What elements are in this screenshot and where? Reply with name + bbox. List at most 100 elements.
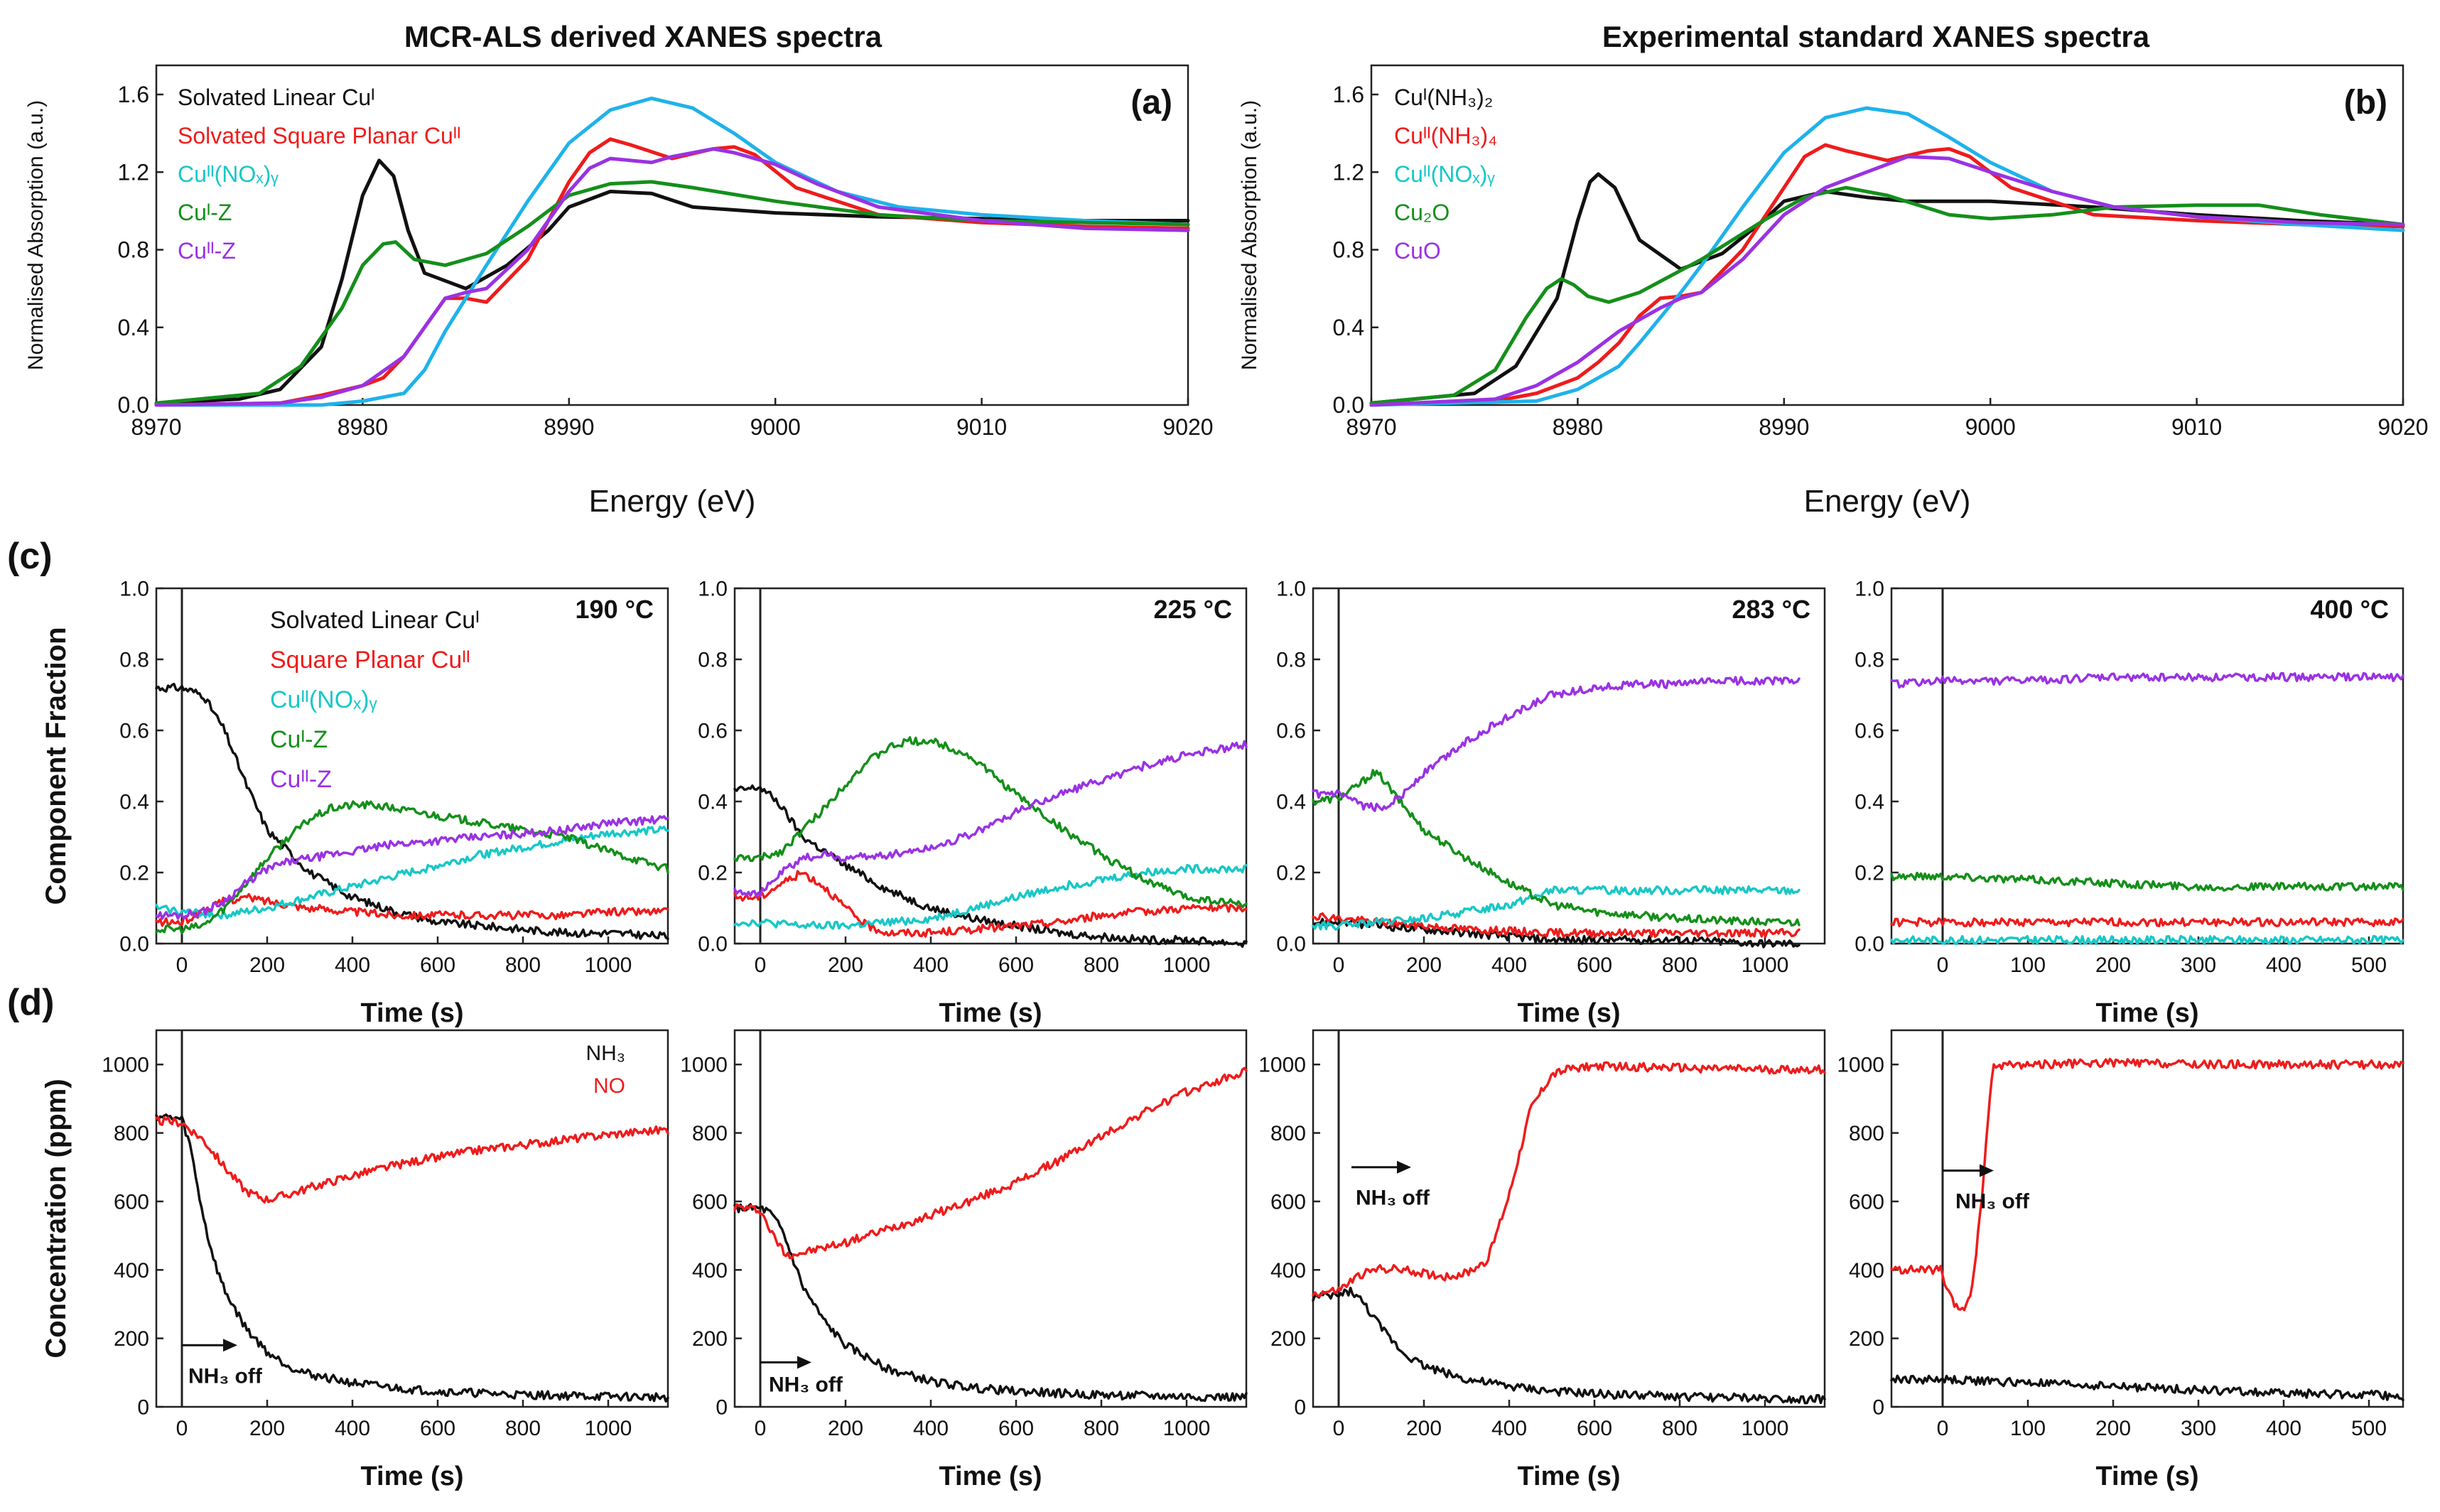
panel-tag: (b) — [2344, 84, 2387, 122]
y-tick-label: 0.0 — [1276, 933, 1306, 956]
y-tick-label: 0.2 — [1855, 862, 1884, 885]
y-tick-label: 0.2 — [698, 862, 728, 885]
series-line-solvated-linear-cu-i- — [1312, 917, 1801, 949]
x-tick-label: 200 — [2095, 954, 2131, 977]
x-tick-label: 600 — [998, 954, 1034, 977]
x-tick-label: 600 — [998, 1417, 1034, 1440]
y-tick-label: 0.4 — [119, 791, 149, 814]
plot-frame — [733, 1029, 1248, 1408]
legend-entry: Cuᴵ-Z — [270, 726, 328, 753]
series-line-cu-ii-nox-y — [1312, 885, 1801, 931]
x-tick-label: 1000 — [1742, 954, 1789, 977]
x-axis-label: Energy (eV) — [589, 484, 756, 519]
y-tick-label: 1000 — [1837, 1054, 1884, 1077]
plot-frame — [1890, 587, 2404, 945]
y-tick-label: 0 — [716, 1396, 728, 1420]
series-line-no — [1890, 1057, 2404, 1312]
x-tick-label: 800 — [1662, 954, 1697, 977]
series-line-cu-ii-z — [155, 815, 669, 920]
y-tick-label: 1000 — [1258, 1054, 1306, 1077]
x-axis-label: Time (s) — [2095, 1462, 2198, 1491]
series-line-square-planar-cu-ii- — [1890, 917, 2404, 928]
legend-entry: Cu₂O — [1394, 200, 1450, 225]
y-tick-label: 200 — [114, 1327, 149, 1351]
x-tick-label: 8990 — [544, 414, 594, 440]
y-tick-label: 0.0 — [698, 933, 728, 956]
series-line-cu-i-z — [155, 800, 669, 935]
series-line-cu-i-z — [733, 736, 1248, 909]
legend-entry: Cuᴵ(NH₃)₂ — [1394, 85, 1493, 110]
legend-entry: Cuᴵᴵ-Z — [178, 238, 236, 264]
x-tick-label: 0 — [1333, 954, 1345, 977]
y-tick-label: 0.0 — [118, 392, 149, 418]
x-tick-label: 400 — [335, 1417, 370, 1440]
x-axis-label: Time (s) — [939, 998, 1042, 1028]
y-tick-label: 600 — [1270, 1190, 1306, 1214]
legend-entry: Cuᴵᴵ(NH₃)₄ — [1394, 123, 1497, 148]
x-tick-label: 0 — [1333, 1417, 1345, 1440]
series-line-cuo — [1369, 154, 2405, 407]
y-tick-label: 800 — [114, 1122, 149, 1145]
x-axis-label: Time (s) — [2095, 998, 2198, 1028]
temperature-annotation: 400 °C — [2311, 595, 2389, 624]
panel-label-d: (d) — [7, 982, 54, 1023]
x-tick-label: 1000 — [585, 1417, 632, 1440]
y-tick-label: 200 — [1270, 1327, 1306, 1351]
nh3-off-label: NH₃ off — [1356, 1187, 1430, 1210]
chart-c190: 0 200 400 600 800 1000 0.0 0.2 0.4 0.6 0.8 1.0 Time … — [41, 578, 669, 1028]
x-tick-label: 8970 — [131, 414, 181, 440]
x-axis-label: Time (s) — [939, 1462, 1042, 1491]
y-tick-label: 800 — [1849, 1122, 1884, 1145]
temperature-annotation: 190 °C — [576, 595, 654, 624]
y-tick-label: 400 — [1270, 1259, 1306, 1282]
plot-frame — [1890, 1029, 2404, 1408]
x-tick-label: 100 — [2010, 1417, 2046, 1440]
y-tick-label: 200 — [1849, 1327, 1884, 1351]
chart-d225: 0 200 400 600 800 1000 0 200 400 600 800 1000 Time (… — [680, 1029, 1248, 1491]
y-tick-label: 0.8 — [1333, 237, 1364, 263]
plot-frame — [1370, 64, 2404, 406]
y-tick-label: 1.0 — [119, 578, 149, 601]
y-tick-label: 1000 — [102, 1054, 149, 1077]
x-tick-label: 1000 — [1163, 954, 1211, 977]
x-tick-label: 1000 — [585, 954, 632, 977]
series-line-cu-ii-nox-y — [154, 96, 1190, 407]
x-axis-label: Time (s) — [1517, 1462, 1620, 1491]
plot-frame — [155, 64, 1189, 406]
x-tick-label: 200 — [828, 954, 863, 977]
x-tick-label: 0 — [755, 1417, 767, 1440]
temperature-annotation: 283 °C — [1732, 595, 1810, 624]
chart-d190: 0 200 400 600 800 1000 0 200 400 600 800 1000 Time (… — [41, 1029, 669, 1491]
temperature-annotation: 225 °C — [1154, 595, 1232, 624]
x-tick-label: 600 — [420, 1417, 455, 1440]
charts-layer: 8970 8980 8990 9000 9010 9020 0.0 0.4 0.8 1.2 1.6 E… — [24, 64, 2429, 1491]
legend-entry: NO — [593, 1074, 625, 1098]
y-tick-label: 0.8 — [698, 649, 728, 672]
x-tick-label: 8970 — [1346, 414, 1396, 440]
x-tick-label: 800 — [1084, 954, 1119, 977]
legend-entry: Cuᴵᴵ-Z — [270, 766, 332, 793]
y-tick-label: 0.8 — [118, 237, 149, 263]
x-tick-label: 8980 — [338, 414, 388, 440]
chart-d283: 0 200 400 600 800 1000 0 200 400 600 800 1000 Time (… — [1258, 1029, 1826, 1491]
x-tick-label: 0 — [1937, 1417, 1949, 1440]
legend-entry: Square Planar Cuᴵᴵ — [270, 647, 470, 674]
x-tick-label: 1000 — [1742, 1417, 1789, 1440]
x-axis-label: Time (s) — [1517, 998, 1620, 1028]
legend-entry: Cuᴵᴵ(NOₓ)ᵧ — [270, 686, 378, 713]
x-tick-label: 500 — [2351, 954, 2387, 977]
series-line-no — [1312, 1061, 1826, 1298]
y-tick-label: 0.0 — [1333, 392, 1364, 418]
arrow-head — [1980, 1164, 1994, 1177]
x-axis-label: Energy (eV) — [1804, 484, 1971, 519]
y-tick-label: 1.2 — [1333, 159, 1364, 185]
subtitle-b: Experimental standard XANES spectra — [1602, 20, 2150, 53]
x-tick-label: 0 — [176, 954, 188, 977]
chart-b: 8970 8980 8990 9000 9010 9020 0.0 0.4 0.8 1.2 1.6 E… — [1238, 64, 2429, 519]
x-tick-label: 600 — [420, 954, 455, 977]
y-axis-label: Normalised Absorption (a.u.) — [24, 100, 48, 370]
y-tick-label: 0.4 — [698, 791, 728, 814]
y-tick-label: 0 — [137, 1396, 149, 1420]
plot-frame — [1312, 1029, 1826, 1408]
y-tick-label: 0.4 — [1276, 791, 1306, 814]
